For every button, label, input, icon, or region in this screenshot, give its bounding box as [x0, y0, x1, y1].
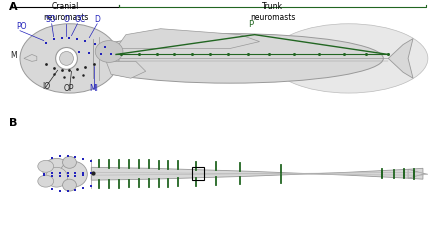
Text: MI: MI	[89, 84, 98, 93]
Text: OP: OP	[63, 84, 74, 93]
Ellipse shape	[38, 160, 54, 172]
Ellipse shape	[95, 40, 123, 62]
Text: A: A	[9, 2, 18, 12]
Text: P: P	[248, 20, 253, 29]
Ellipse shape	[62, 179, 76, 191]
Ellipse shape	[62, 156, 76, 168]
Text: OC: OC	[75, 15, 85, 24]
Ellipse shape	[56, 48, 77, 69]
Text: PO: PO	[16, 22, 26, 31]
Ellipse shape	[59, 51, 73, 65]
Text: D: D	[94, 15, 100, 24]
Text: B: B	[9, 118, 17, 128]
Polygon shape	[91, 167, 423, 180]
Text: M: M	[10, 51, 17, 60]
Polygon shape	[408, 169, 428, 178]
Text: IO: IO	[42, 82, 50, 91]
Text: O: O	[63, 15, 69, 24]
Polygon shape	[106, 61, 146, 78]
Text: Cranial
neuromasts: Cranial neuromasts	[43, 2, 88, 22]
Text: Trunk
neuromasts: Trunk neuromasts	[250, 2, 295, 22]
Ellipse shape	[270, 24, 428, 93]
Text: SO: SO	[46, 15, 56, 24]
Ellipse shape	[59, 161, 87, 187]
Ellipse shape	[43, 158, 70, 182]
Polygon shape	[24, 55, 37, 61]
Bar	[192, 167, 204, 180]
Polygon shape	[116, 29, 260, 48]
Ellipse shape	[38, 175, 54, 187]
Ellipse shape	[20, 24, 119, 93]
Ellipse shape	[46, 167, 68, 187]
Ellipse shape	[76, 34, 383, 83]
Polygon shape	[388, 39, 413, 78]
